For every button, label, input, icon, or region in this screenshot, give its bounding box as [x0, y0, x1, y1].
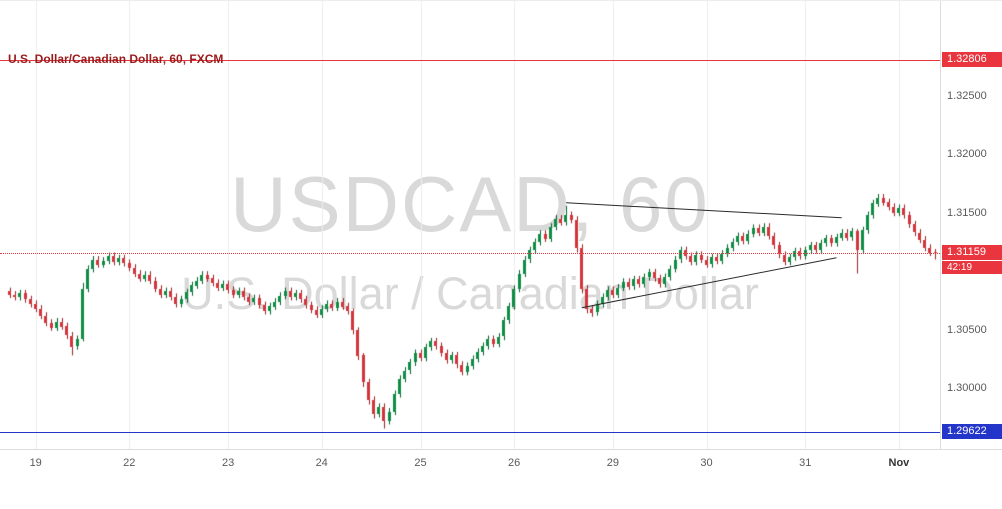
resistance-line[interactable]	[0, 60, 940, 61]
price-tick-label: 1.30500	[947, 323, 987, 336]
time-tick-label: Nov	[888, 457, 910, 469]
price-axis[interactable]: 1.32806 1.31159 42:19 1.29622 1.32500 1.3…	[940, 1, 1002, 449]
plot-area[interactable]: USDCAD, 60 U.S. Dollar / Canadian Dollar…	[0, 1, 940, 449]
time-tick-label: 19	[29, 457, 42, 469]
support-price-label: 1.29622	[942, 424, 1002, 439]
resistance-price-label: 1.32806	[942, 52, 1002, 67]
bar-countdown-label: 42:19	[942, 261, 1002, 274]
candlestick-canvas[interactable]	[0, 1, 940, 449]
time-tick-label: 26	[507, 457, 521, 469]
drawing-overlay	[566, 202, 842, 309]
time-tick-label: 23	[221, 457, 235, 469]
triangle-lower-trendline[interactable]	[581, 257, 837, 309]
time-tick-label: 22	[123, 457, 136, 469]
price-tick-label: 1.30000	[947, 382, 987, 395]
support-line[interactable]	[0, 432, 940, 433]
time-axis[interactable]: 19 22 23 24 25 26 29 30 31 Nov	[0, 449, 1002, 480]
symbol-legend[interactable]: U.S. Dollar/Canadian Dollar, 60, FXCM	[8, 52, 224, 66]
current-price-label: 1.31159	[942, 245, 1002, 260]
time-tick-label: 29	[606, 457, 620, 469]
time-tick-label: 31	[799, 457, 812, 469]
current-price-line	[0, 253, 940, 254]
price-tick-label: 1.32500	[947, 89, 987, 102]
time-tick-label: 24	[315, 457, 328, 469]
price-tick-label: 1.31500	[947, 206, 987, 219]
time-tick-label: 30	[700, 457, 713, 469]
triangle-upper-trendline[interactable]	[566, 202, 842, 219]
time-tick-label: 25	[414, 457, 427, 469]
price-tick-label: 1.32000	[947, 148, 987, 161]
